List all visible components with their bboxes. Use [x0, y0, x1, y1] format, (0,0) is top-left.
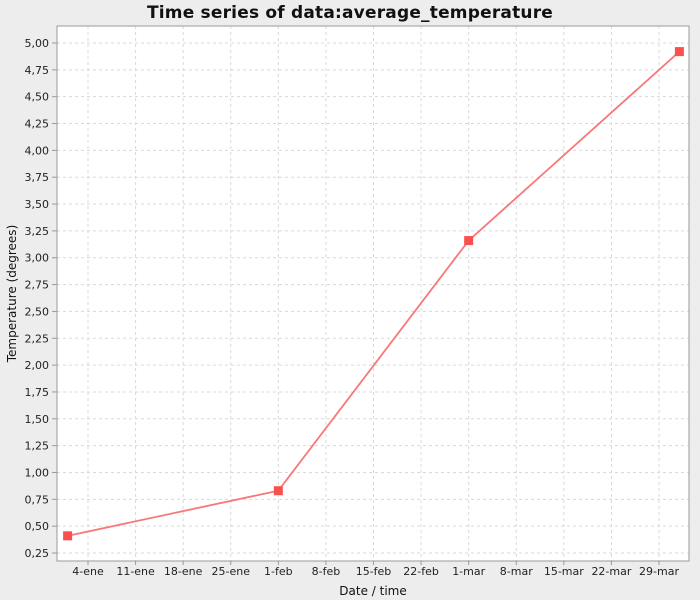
chart-title: Time series of data:average_temperature [146, 3, 554, 23]
data-point-marker [63, 531, 73, 541]
y-tick-label: 5,00 [25, 37, 50, 50]
x-tick-label: 15-mar [544, 565, 584, 578]
y-tick-label: 3,00 [25, 252, 50, 265]
y-tick-label: 4,25 [25, 118, 50, 131]
y-tick-label: 1,00 [25, 466, 50, 479]
y-tick-label: 0,75 [25, 493, 50, 506]
series-line [67, 50, 680, 537]
x-tick-label: 8-mar [500, 565, 533, 578]
y-tick-label: 4,00 [25, 144, 50, 157]
y-tick-label: 1,50 [25, 413, 50, 426]
x-tick-label: 25-ene [212, 565, 251, 578]
x-tick-label: 22-mar [591, 565, 631, 578]
x-tick-label: 29-mar [639, 565, 679, 578]
y-tick-label: 3,25 [25, 225, 50, 238]
data-point-marker [273, 486, 283, 496]
y-tick-label: 1,25 [25, 440, 50, 453]
x-tick-label: 18-ene [164, 565, 203, 578]
x-tick-label: 1-feb [264, 565, 293, 578]
x-tick-label: 22-feb [403, 565, 439, 578]
y-tick-label: 1,75 [25, 386, 50, 399]
y-tick-label: 2,50 [25, 305, 50, 318]
y-tick-label: 0,25 [25, 547, 50, 560]
x-tick-label: 15-feb [356, 565, 392, 578]
x-tick-label: 4-ene [72, 565, 104, 578]
x-axis-title: Date / time [339, 584, 406, 598]
y-axis-title: Temperature (degrees) [5, 225, 19, 364]
plot-border [56, 25, 690, 562]
data-point-marker [464, 236, 474, 246]
x-tick-label: 1-mar [452, 565, 485, 578]
x-tick-label: 11-ene [116, 565, 155, 578]
y-tick-label: 4,75 [25, 64, 50, 77]
y-tick-label: 0,50 [25, 520, 50, 533]
y-tick-label: 4,50 [25, 91, 50, 104]
y-tick-label: 3,50 [25, 198, 50, 211]
y-tick-label: 3,75 [25, 171, 50, 184]
y-tick-label: 2,75 [25, 279, 50, 292]
y-tick-label: 2,00 [25, 359, 50, 372]
data-point-marker [674, 47, 684, 57]
y-tick-label: 2,25 [25, 332, 50, 345]
x-tick-label: 8-feb [312, 565, 341, 578]
